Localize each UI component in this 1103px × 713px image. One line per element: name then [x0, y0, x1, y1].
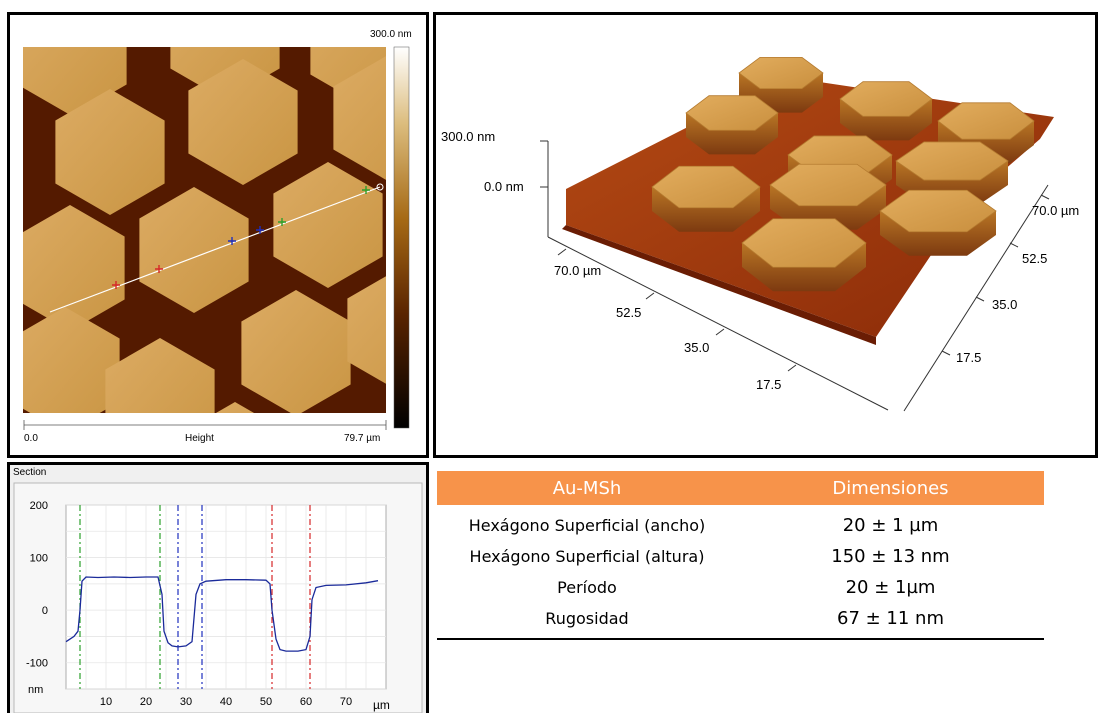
left-axis-label-35: 35.0: [684, 340, 709, 355]
hexagon-pillar: [652, 166, 760, 232]
right-axis-label-70: 70.0 µm: [1032, 203, 1079, 218]
y-tick-label: 0: [42, 605, 48, 617]
x-tick-label: 40: [220, 696, 232, 708]
row-value: 20 ± 1µm: [737, 572, 1044, 603]
section-x-unit: µm: [373, 698, 390, 712]
table-row: Rugosidad 67 ± 11 nm: [437, 603, 1044, 639]
row-label: Hexágono Superficial (ancho): [437, 505, 737, 541]
row-label: Período: [437, 572, 737, 603]
afm-2d-panel: 300.0 nm 0.0 Height 79.7 µm: [7, 12, 429, 458]
section-y-unit: nm: [28, 684, 43, 696]
section-panel: 200 100 0 -100 10 20 30 40 50 60 70 Section nm µm: [7, 462, 429, 713]
hexagon-pillar: [880, 190, 996, 256]
right-axis-label-35: 35.0: [992, 297, 1017, 312]
table-row: Hexágono Superficial (ancho) 20 ± 1 µm: [437, 505, 1044, 541]
row-value: 67 ± 11 nm: [737, 603, 1044, 639]
section-chart: 200 100 0 -100 10 20 30 40 50 60 70: [10, 465, 426, 713]
hexagon-pillar: [840, 82, 932, 141]
left-axis-label-70: 70.0 µm: [554, 263, 601, 278]
x-axis-start-label: 0.0: [24, 433, 38, 444]
z-axis-max-label: 300.0 nm: [441, 129, 495, 144]
table-row: Período 20 ± 1µm: [437, 572, 1044, 603]
left-axis-label-17: 17.5: [756, 377, 781, 392]
x-tick-label: 30: [180, 696, 192, 708]
y-tick-label: -100: [26, 658, 48, 670]
row-label: Hexágono Superficial (altura): [437, 541, 737, 572]
x-tick-label: 60: [300, 696, 312, 708]
left-axis-label-52: 52.5: [616, 305, 641, 320]
y-tick-label: 200: [30, 500, 48, 512]
right-axis-label-52: 52.5: [1022, 251, 1047, 266]
right-axis-label-17: 17.5: [956, 350, 981, 365]
section-title: Section: [13, 467, 46, 478]
x-axis-end-label: 79.7 µm: [344, 433, 380, 444]
x-tick-label: 20: [140, 696, 152, 708]
header-dimensions: Dimensiones: [737, 471, 1044, 505]
row-label: Rugosidad: [437, 603, 737, 639]
x-tick-label: 50: [260, 696, 272, 708]
hexagon-pillar: [686, 96, 778, 155]
row-value: 20 ± 1 µm: [737, 505, 1044, 541]
hexagon-pillar: [742, 219, 866, 291]
x-axis-label: Height: [185, 433, 214, 444]
afm-2d-image: [10, 15, 426, 455]
y-tick-label: 100: [30, 553, 48, 565]
afm-3d-panel: 300.0 nm 0.0 nm 70.0 µm 52.5 35.0 17.5 7…: [433, 12, 1098, 458]
dimensions-table: Au-MSh Dimensiones Hexágono Superficial …: [437, 471, 1044, 640]
colorbar-max-label: 300.0 nm: [370, 29, 412, 40]
z-axis-zero-label: 0.0 nm: [484, 179, 524, 194]
table-header-row: Au-MSh Dimensiones: [437, 471, 1044, 505]
row-value: 150 ± 13 nm: [737, 541, 1044, 572]
x-tick-label: 10: [100, 696, 112, 708]
table-row: Hexágono Superficial (altura) 150 ± 13 n…: [437, 541, 1044, 572]
header-sample: Au-MSh: [437, 471, 737, 505]
x-tick-label: 70: [340, 696, 352, 708]
